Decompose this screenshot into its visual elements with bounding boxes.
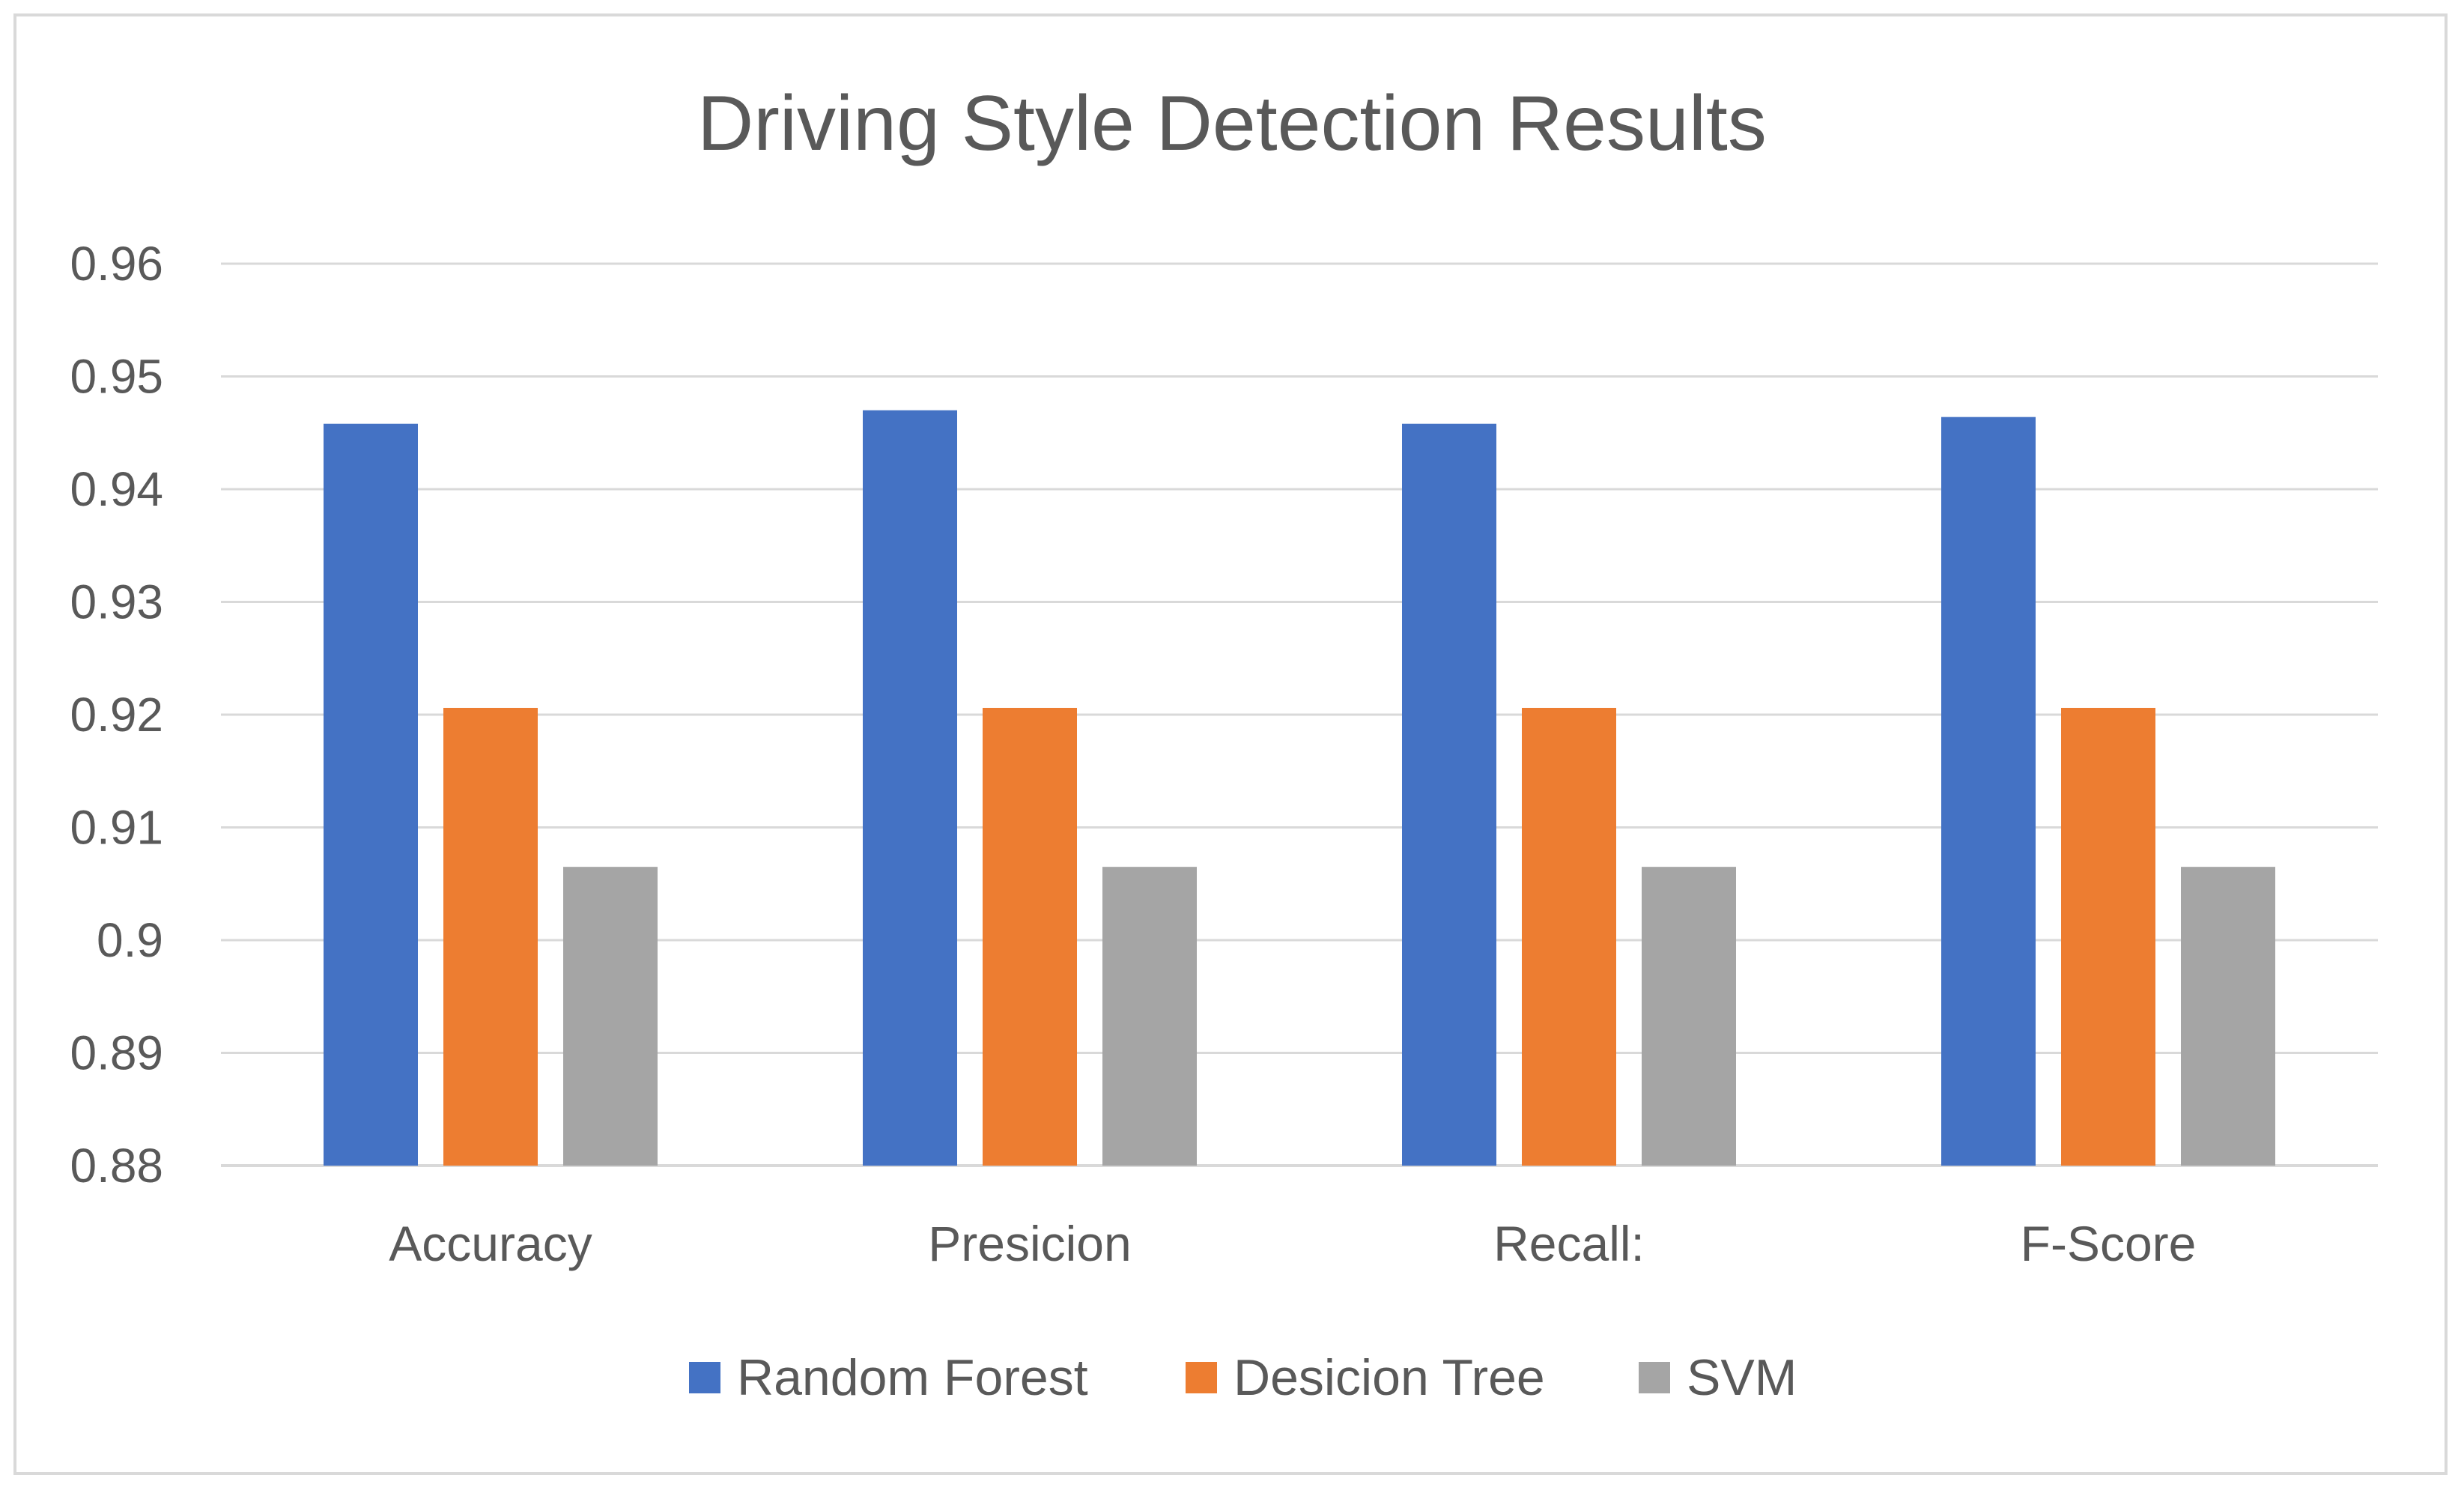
legend-swatch	[1639, 1362, 1670, 1393]
legend-swatch	[689, 1362, 720, 1393]
y-tick-label: 0.9	[97, 913, 163, 967]
bar-desicion-tree-accuracy: Desicion Tree – Accuracy: 0.9206	[443, 707, 538, 1166]
bar-desicion-tree-recall: Desicion Tree – Recall:: 0.9206	[1522, 707, 1616, 1166]
bar-random-forest-accuracy: Random Forest – Accuracy: 0.9458	[324, 423, 418, 1166]
x-category-label: F-Score	[2021, 1216, 2197, 1271]
bar-svm-fscore: SVM – F-Score: 0.9065	[2181, 867, 2275, 1166]
chart-frame	[13, 13, 2448, 1475]
y-axis-ticks: 0.88 0.89 0.9 0.91 0.92 0.93 0.94 0.95 0.96	[70, 237, 163, 1193]
bar-desicion-tree-fscore: Desicion Tree – F-Score: 0.9206	[2061, 707, 2155, 1166]
x-category-label: Recall:	[1493, 1216, 1645, 1271]
bars: Random Forest – Accuracy: 0.9458 Desicion…	[324, 410, 2275, 1166]
legend-item-svm[interactable]: SVM	[1639, 1349, 1797, 1406]
legend-label: Random Forest	[737, 1349, 1088, 1406]
gridlines	[221, 262, 2378, 1167]
bar-svm-accuracy: SVM – Accuracy: 0.9065	[563, 867, 658, 1166]
bar-desicion-tree-presicion: Desicion Tree – Presicion: 0.9206	[983, 707, 1077, 1166]
legend-item-random-forest[interactable]: Random Forest	[689, 1349, 1088, 1406]
bar-random-forest-fscore: Random Forest – F-Score: 0.9464	[1941, 417, 2036, 1166]
y-tick-label: 0.88	[70, 1139, 163, 1193]
legend-item-desicion-tree[interactable]: Desicion Tree	[1186, 1349, 1545, 1406]
legend-label: Desicion Tree	[1233, 1349, 1545, 1406]
bar-svm-presicion: SVM – Presicion: 0.9065	[1102, 867, 1197, 1166]
y-tick-label: 0.92	[70, 688, 163, 742]
y-tick-label: 0.93	[70, 575, 163, 629]
y-tick-label: 0.89	[70, 1026, 163, 1080]
x-category-label: Presicion	[928, 1216, 1131, 1271]
y-tick-label: 0.94	[70, 462, 163, 516]
y-tick-label: 0.95	[70, 350, 163, 404]
legend: Random Forest Desicion Tree SVM	[689, 1349, 1797, 1406]
bar-random-forest-presicion: Random Forest – Presicion: 0.947	[863, 410, 957, 1166]
x-category-label: Accuracy	[389, 1216, 592, 1271]
x-axis-categories: Accuracy Presicion Recall: F-Score	[389, 1216, 2196, 1271]
chart-title: Driving Style Detection Results	[697, 80, 1767, 167]
y-tick-label: 0.91	[70, 801, 163, 855]
legend-label: SVM	[1687, 1349, 1797, 1406]
y-tick-label: 0.96	[70, 237, 163, 291]
bar-svm-recall: SVM – Recall:: 0.9065	[1642, 867, 1736, 1166]
legend-swatch	[1186, 1362, 1217, 1393]
bar-random-forest-recall: Random Forest – Recall:: 0.9458	[1402, 423, 1496, 1166]
